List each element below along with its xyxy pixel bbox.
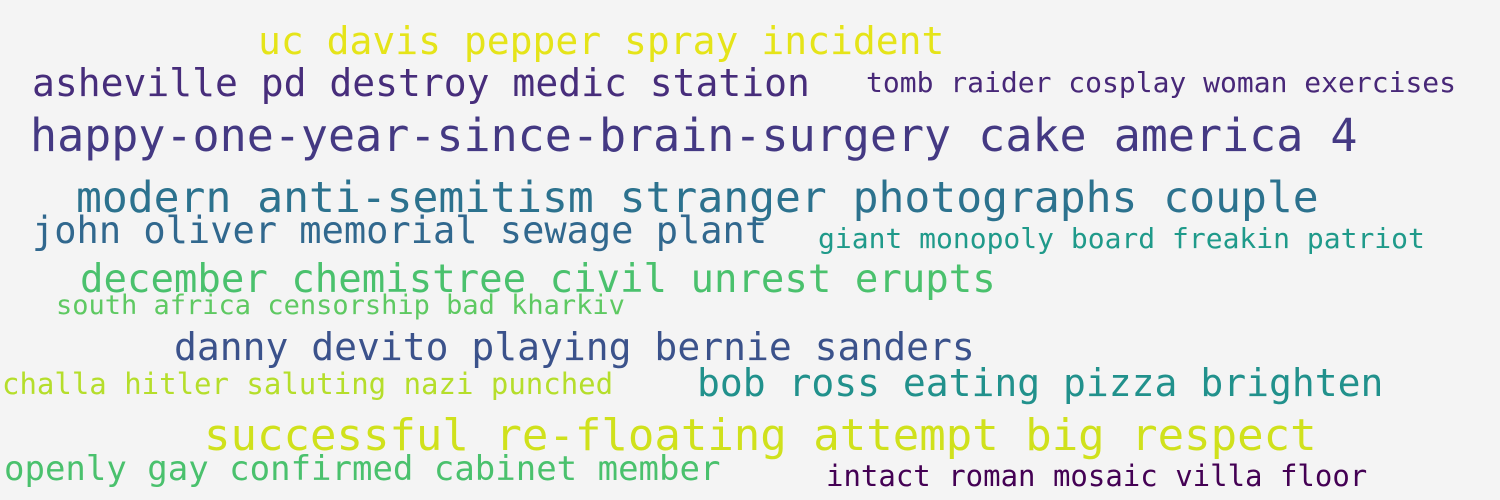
phrase-tomb-raider: tomb raider cosplay woman exercises (866, 66, 1457, 99)
phrase-openly-gay: openly gay confirmed cabinet member (4, 449, 721, 489)
phrase-danny-devito: danny devito playing bernie sanders (174, 325, 975, 369)
phrase-intact-roman: intact roman mosaic villa floor (826, 459, 1368, 493)
phrase-challa: challa hitler saluting nazi punched (2, 367, 614, 401)
phrase-uc-davis: uc davis pepper spray incident (258, 19, 945, 63)
phrase-asheville: asheville pd destroy medic station (32, 61, 810, 105)
phrase-december: december chemistree civil unrest erupts (80, 257, 996, 302)
phrase-modern-anti: modern anti-semitism stranger photograph… (76, 173, 1319, 223)
phrase-bob-ross: bob ross eating pizza brighten (697, 361, 1384, 405)
phrase-south-africa: south africa censorship bad kharkiv (56, 290, 625, 321)
phrase-happy-one-year: happy-one-year-since-brain-surgery cake … (30, 109, 1358, 162)
phrase-giant-monopoly: giant monopoly board freakin patriot (818, 222, 1425, 255)
phrase-successful: successful re-floating attempt big respe… (204, 410, 1317, 461)
phrase-john-oliver: john oliver memorial sewage plant (32, 209, 768, 252)
